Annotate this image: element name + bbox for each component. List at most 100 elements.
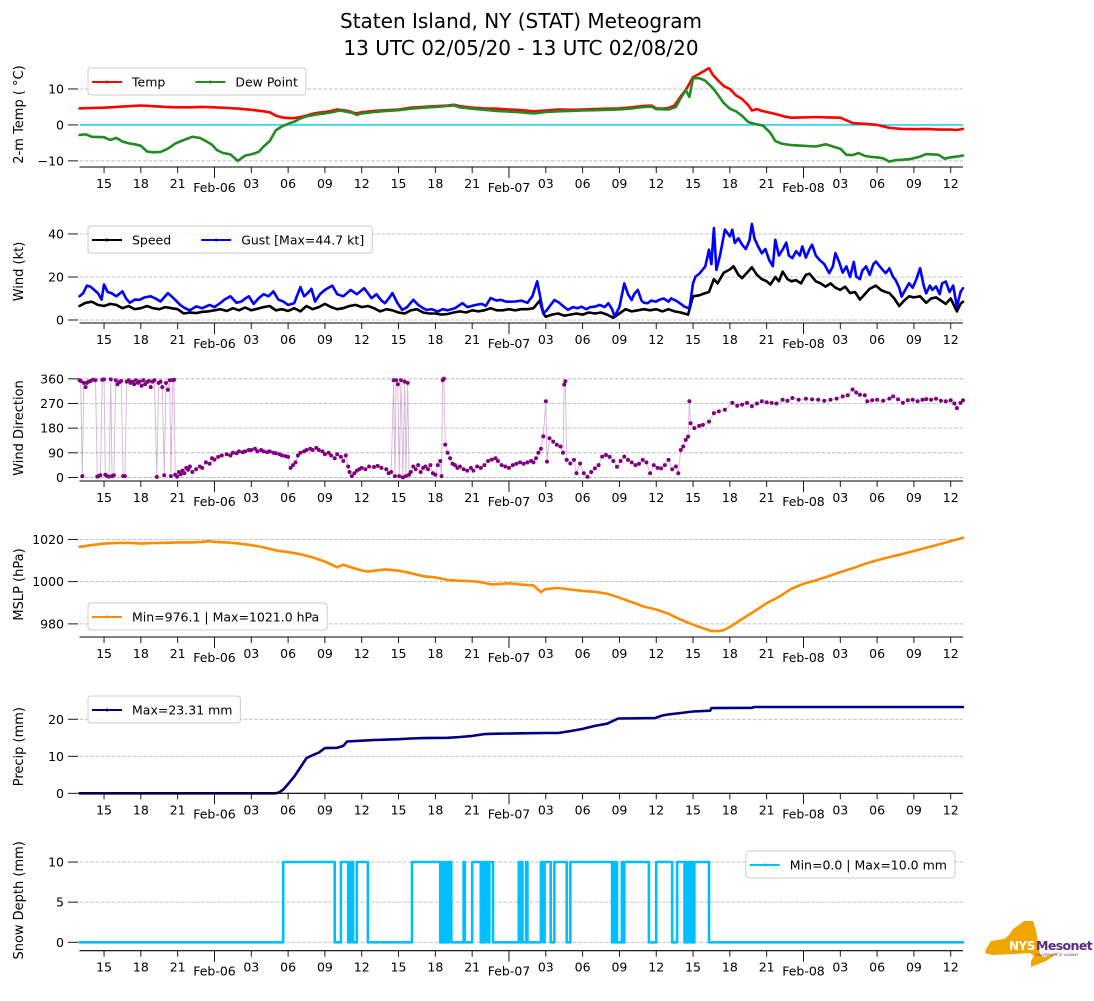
wind-direction-point xyxy=(152,378,157,383)
x-hour-label: 09 xyxy=(611,332,627,347)
x-hour-label: 21 xyxy=(759,490,775,505)
wind-direction-point xyxy=(774,401,779,406)
x-hour-label: 12 xyxy=(648,960,664,975)
dew-point-series-line xyxy=(78,76,965,163)
legend-label: Temp xyxy=(131,75,165,90)
x-hour-label: 03 xyxy=(243,802,259,817)
x-hour-label: 15 xyxy=(96,646,112,661)
x-date-label: Feb-08 xyxy=(782,494,825,509)
legend: Max=23.31 mm xyxy=(87,695,241,724)
wind-direction-point xyxy=(132,382,137,387)
x-date-label: Feb-06 xyxy=(193,806,236,821)
nys-mesonet-logo: NYS Mesonet UNIVERSITY AT ALBANY xyxy=(985,921,1093,967)
x-hour-label: 18 xyxy=(427,176,443,191)
wind-direction-point xyxy=(780,397,785,402)
wind-direction-point xyxy=(230,450,235,455)
wind-direction-point xyxy=(335,452,340,457)
x-hour-label: 15 xyxy=(685,802,701,817)
wind-direction-point xyxy=(633,463,638,468)
wind-direction-point xyxy=(740,402,745,407)
x-hour-label: 03 xyxy=(538,802,554,817)
wind-direction-point xyxy=(651,463,656,468)
x-hour-label: 06 xyxy=(869,176,885,191)
x-hour-label: 21 xyxy=(170,332,186,347)
wind-direction-point xyxy=(938,398,943,403)
wind-direction-point xyxy=(395,382,400,387)
x-date-label: Feb-06 xyxy=(193,650,236,665)
wind-direction-point xyxy=(172,377,176,382)
wind-direction-point xyxy=(403,474,408,479)
x-hour-label: 15 xyxy=(391,646,407,661)
legend-label: Min=0.0 | Max=10.0 mm xyxy=(790,858,947,873)
wind-direction-point xyxy=(510,463,515,468)
legend-marker xyxy=(105,238,109,242)
x-hour-label: 03 xyxy=(538,332,554,347)
panel-mslp: 980 1000 1020 15 18 21 Feb-06 03 06 09 12 15 18 21 Feb… xyxy=(12,532,965,665)
x-hour-label: 03 xyxy=(538,960,554,975)
x-date-label: Feb-06 xyxy=(193,494,236,509)
legend: Min=0.0 | Max=10.0 mm xyxy=(745,850,956,879)
wind-direction-point xyxy=(346,464,351,469)
x-hour-label: 12 xyxy=(354,176,370,191)
x-date-label: Feb-08 xyxy=(782,964,825,979)
x-hour-label: 09 xyxy=(317,802,333,817)
chart-title-line-2: 13 UTC 02/05/20 - 13 UTC 02/08/20 xyxy=(343,36,698,60)
x-date-label: Feb-07 xyxy=(488,336,531,351)
wind-direction-point xyxy=(178,472,183,477)
y-tick-label: 20 xyxy=(48,269,64,284)
wind-direction-point xyxy=(681,444,686,449)
x-hour-label: 15 xyxy=(96,490,112,505)
wind-direction-point xyxy=(711,411,716,416)
x-hour-label: 12 xyxy=(943,960,959,975)
legend-box xyxy=(87,695,241,724)
y-tick-label: 0 xyxy=(56,470,64,485)
chart-title-line-1: Staten Island, NY (STAT) Meteogram xyxy=(340,9,702,33)
legend-marker xyxy=(214,238,218,242)
y-tick-label: 10 xyxy=(48,855,64,870)
y-axis-label: Wind (kt) xyxy=(12,242,27,302)
wind-direction-point xyxy=(286,454,291,459)
x-hour-label: 03 xyxy=(832,646,848,661)
x-hour-label: 03 xyxy=(832,960,848,975)
wind-direction-point xyxy=(160,385,165,390)
wind-direction-point xyxy=(397,474,402,479)
y-tick-label: 20 xyxy=(48,712,64,727)
wind-direction-point xyxy=(850,387,855,392)
legend-label: Min=976.1 | Max=1021.0 hPa xyxy=(132,610,319,625)
x-hour-label: 21 xyxy=(464,960,480,975)
wind-direction-point xyxy=(326,450,331,455)
wind-direction-point xyxy=(113,378,118,383)
legend-marker xyxy=(105,80,109,84)
x-hour-label: 03 xyxy=(243,490,259,505)
x-hour-label: 21 xyxy=(464,332,480,347)
wind-direction-point xyxy=(615,464,619,469)
y-tick-label: 270 xyxy=(40,396,64,411)
x-hour-label: 21 xyxy=(170,176,186,191)
wind-direction-point xyxy=(563,379,568,384)
x-hour-label: 06 xyxy=(869,490,885,505)
wind-direction-point xyxy=(525,460,530,465)
wind-direction-point xyxy=(224,452,229,457)
legend-box xyxy=(87,602,328,631)
x-hour-label: 06 xyxy=(280,332,296,347)
x-hour-label: 09 xyxy=(611,176,627,191)
wind-direction-point xyxy=(687,399,692,404)
wind-direction-point xyxy=(670,467,675,472)
wind-direction-point xyxy=(273,451,278,456)
wind-direction-point xyxy=(122,474,127,479)
x-hour-label: 12 xyxy=(354,490,370,505)
wind-direction-point xyxy=(585,474,590,479)
x-hour-label: 18 xyxy=(722,332,738,347)
x-hour-label: 18 xyxy=(722,176,738,191)
wind-direction-point xyxy=(676,471,681,476)
wind-direction-point xyxy=(261,449,266,454)
x-hour-label: 09 xyxy=(906,332,922,347)
wind-direction-point xyxy=(461,467,466,472)
wind-direction-point xyxy=(648,471,653,476)
x-hour-label: 06 xyxy=(280,960,296,975)
wind-direction-point xyxy=(139,383,144,388)
x-hour-label: 15 xyxy=(685,960,701,975)
wind-direction-point xyxy=(219,453,224,458)
x-hour-label: 09 xyxy=(906,960,922,975)
wind-direction-point xyxy=(673,464,678,469)
